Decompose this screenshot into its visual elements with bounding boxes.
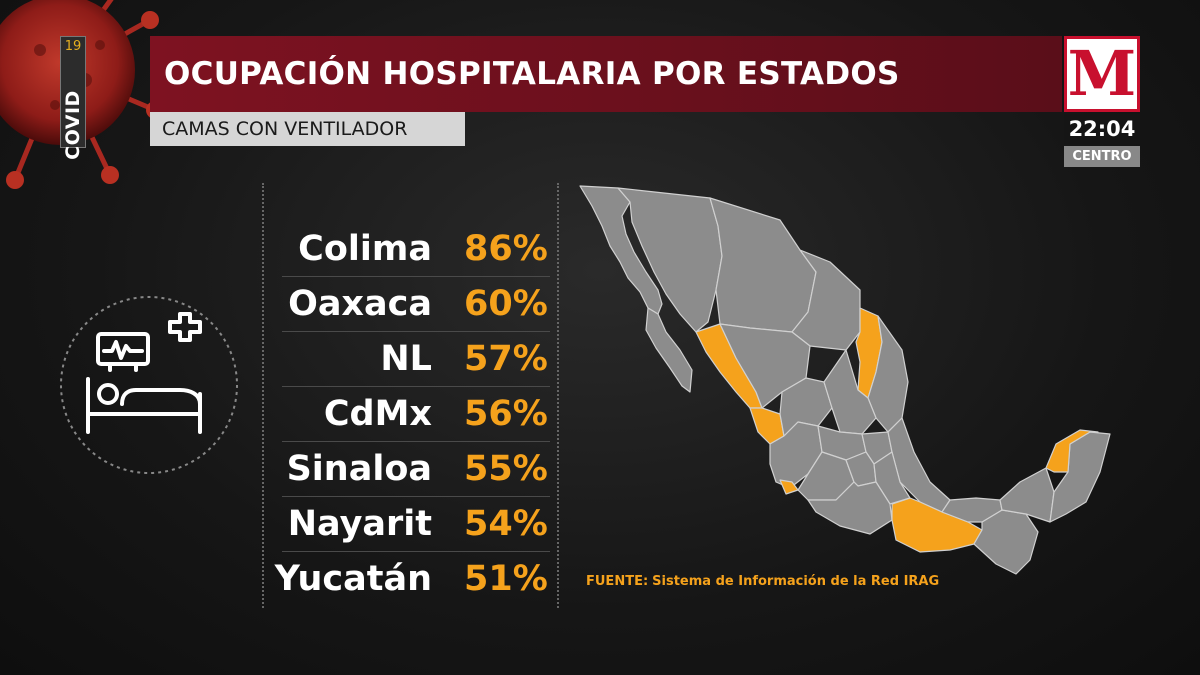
state-row-colima: Colima 86% <box>282 222 550 277</box>
map-coahuila <box>791 249 861 351</box>
divider-left <box>262 183 264 608</box>
map-chihuahua <box>709 197 817 333</box>
state-occupancy: 51% <box>464 559 548 599</box>
states-list: Colima 86% Oaxaca 60% NL 57% CdMx 56% Si… <box>275 222 550 606</box>
page-subtitle: CAMAS CON VENTILADOR <box>162 118 408 140</box>
map-quintana-roo <box>1049 431 1111 523</box>
mexico-map <box>579 185 1111 575</box>
ventilator-bed-icon <box>60 296 238 474</box>
covid-badge: 19 COVID <box>60 36 86 160</box>
subtitle-bar: CAMAS CON VENTILADOR <box>150 112 465 146</box>
time-zone: CENTRO <box>1064 146 1140 167</box>
state-row-sinaloa: Sinaloa 55% <box>282 442 550 497</box>
map-yucatan <box>1045 429 1099 473</box>
state-occupancy: 86% <box>464 229 548 269</box>
state-name: Oaxaca <box>288 284 432 324</box>
state-row-yucatan: Yucatán 51% <box>275 552 550 606</box>
state-name: Nayarit <box>287 504 432 544</box>
state-row-oaxaca: Oaxaca 60% <box>282 277 550 332</box>
map-baja-california <box>579 185 663 315</box>
state-occupancy: 56% <box>464 394 548 434</box>
state-name: NL <box>380 339 432 379</box>
state-occupancy: 57% <box>464 339 548 379</box>
state-occupancy: 60% <box>464 284 548 324</box>
map-tamaulipas <box>867 315 909 433</box>
state-name: Sinaloa <box>286 449 432 489</box>
covid-badge-label: COVID <box>62 90 84 160</box>
logo-letter: M <box>1067 37 1137 110</box>
source-text: Sistema de Información de la Red IRAG <box>652 574 940 589</box>
map-baja-california-sur <box>645 307 693 393</box>
map-guerrero <box>807 481 893 535</box>
state-name: CdMx <box>323 394 432 434</box>
state-occupancy: 54% <box>464 504 548 544</box>
divider-right <box>557 183 559 608</box>
source-note: FUENTE: Sistema de Información de la Red … <box>586 574 939 589</box>
map-tabasco <box>941 497 1003 523</box>
page-title: OCUPACIÓN HOSPITALARIA POR ESTADOS <box>164 56 900 92</box>
state-name: Colima <box>298 229 432 269</box>
state-row-nl: NL 57% <box>282 332 550 387</box>
source-label: FUENTE: <box>586 574 649 589</box>
title-bar: OCUPACIÓN HOSPITALARIA POR ESTADOS <box>150 36 1062 112</box>
state-occupancy: 55% <box>464 449 548 489</box>
map-san-luis-potosi <box>823 349 877 435</box>
covid-badge-number: 19 <box>64 39 82 54</box>
clock-time: 22:04 <box>1064 114 1140 144</box>
state-row-cdmx: CdMx 56% <box>282 387 550 442</box>
state-row-nayarit: Nayarit 54% <box>282 497 550 552</box>
state-name: Yucatán <box>274 559 432 599</box>
broadcaster-logo: M <box>1064 36 1140 112</box>
